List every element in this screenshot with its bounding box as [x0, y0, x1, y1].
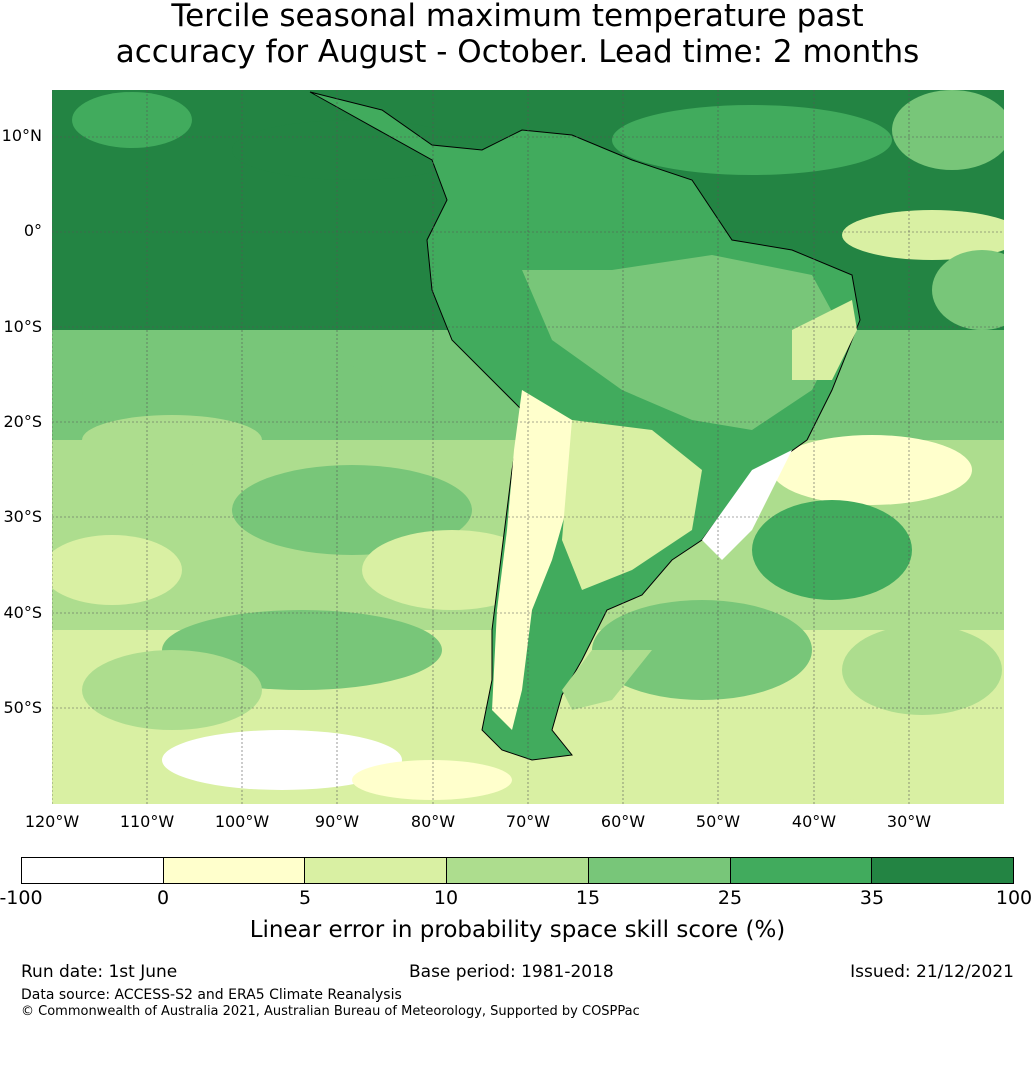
data-source: Data source: ACCESS-S2 and ERA5 Climate …	[21, 987, 402, 1003]
lon-label-60w: 60°W	[600, 812, 646, 831]
map-gridlines	[52, 90, 1004, 804]
colorbar-tick: 10	[433, 887, 459, 909]
lat-label-10n: 10°N	[1, 126, 42, 145]
lon-label-100w: 100°W	[214, 812, 270, 831]
colorbar-tick: -100	[0, 887, 43, 909]
lon-label-80w: 80°W	[410, 812, 456, 831]
lon-label-90w: 90°W	[314, 812, 360, 831]
issued-date: Issued: 21/12/2021	[850, 962, 1014, 982]
colorbar-tick: 100	[995, 887, 1033, 909]
colorbar	[21, 857, 1014, 884]
lat-label-0: 0°	[23, 221, 42, 240]
skill-score-map	[52, 90, 1004, 804]
lat-label-50s: 50°S	[3, 698, 42, 717]
colorbar-segment	[305, 858, 448, 883]
colorbar-segment	[447, 858, 589, 883]
lat-label-30s: 30°S	[3, 507, 42, 526]
colorbar-tick: 0	[156, 887, 170, 909]
copyright: © Commonwealth of Australia 2021, Austra…	[21, 1004, 640, 1019]
colorbar-tick: 25	[717, 887, 743, 909]
colorbar-segment	[22, 858, 164, 883]
lon-label-120w: 120°W	[24, 812, 80, 831]
lat-label-40s: 40°S	[3, 603, 42, 622]
run-date: Run date: 1st June	[21, 962, 178, 982]
base-period: Base period: 1981-2018	[409, 962, 614, 982]
colorbar-segment	[163, 858, 306, 883]
lon-label-50w: 50°W	[695, 812, 741, 831]
colorbar-tick: 15	[575, 887, 601, 909]
lat-label-10s: 10°S	[3, 317, 42, 336]
lon-label-110w: 110°W	[119, 812, 175, 831]
colorbar-tick: 5	[298, 887, 312, 909]
south-america-landmass	[309, 91, 861, 761]
map-title-line2: accuracy for August - October. Lead time…	[115, 34, 920, 70]
colorbar-tick: 35	[859, 887, 885, 909]
lon-label-70w: 70°W	[505, 812, 551, 831]
lat-label-20s: 20°S	[3, 412, 42, 431]
colorbar-segment	[872, 858, 1014, 883]
colorbar-segment	[588, 858, 731, 883]
colorbar-segment	[730, 858, 873, 883]
map-title-line1: Tercile seasonal maximum temperature pas…	[171, 0, 864, 34]
lon-label-40w: 40°W	[791, 812, 837, 831]
lon-label-30w: 30°W	[886, 812, 932, 831]
colorbar-label: Linear error in probability space skill …	[249, 917, 786, 943]
